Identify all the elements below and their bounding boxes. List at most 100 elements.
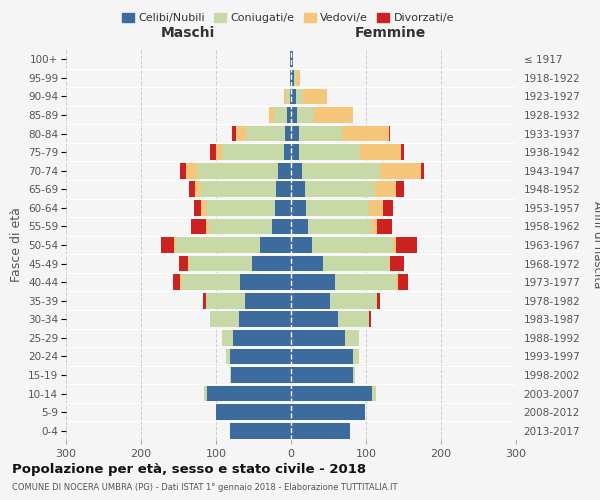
Bar [375, 182, 396, 197]
Bar [291, 256, 323, 272]
Bar [396, 274, 398, 290]
Bar [189, 182, 195, 197]
Text: COMUNE DI NOCERA UMBRA (PG) - Dati ISTAT 1° gennaio 2018 - Elaborazione TUTTITAL: COMUNE DI NOCERA UMBRA (PG) - Dati ISTAT… [12, 484, 398, 492]
Y-axis label: Fasce di età: Fasce di età [10, 208, 23, 282]
Bar [274, 107, 287, 123]
Bar [290, 52, 291, 67]
Bar [260, 237, 291, 253]
Bar [291, 88, 296, 104]
Bar [290, 70, 291, 86]
Text: Popolazione per età, sesso e stato civile - 2018: Popolazione per età, sesso e stato civil… [12, 462, 366, 475]
Bar [252, 256, 291, 272]
Bar [176, 237, 260, 253]
Bar [389, 126, 390, 142]
Bar [287, 107, 291, 123]
Bar [299, 144, 360, 160]
Bar [377, 293, 380, 308]
Bar [222, 144, 284, 160]
Bar [187, 256, 189, 272]
Bar [353, 367, 355, 383]
Bar [291, 182, 305, 197]
Bar [371, 218, 377, 234]
Bar [191, 218, 206, 234]
Bar [246, 126, 285, 142]
Y-axis label: Anni di nascita: Anni di nascita [592, 202, 600, 288]
Bar [296, 70, 300, 86]
Bar [369, 200, 383, 216]
Bar [294, 70, 296, 86]
Bar [323, 256, 389, 272]
Bar [290, 88, 291, 104]
Bar [393, 237, 396, 253]
Bar [180, 163, 186, 178]
Bar [209, 218, 272, 234]
Bar [272, 218, 291, 234]
Text: Maschi: Maschi [160, 26, 215, 40]
Bar [383, 200, 393, 216]
Bar [291, 237, 312, 253]
Bar [291, 163, 302, 178]
Bar [203, 293, 205, 308]
Bar [193, 200, 201, 216]
Bar [275, 200, 291, 216]
Bar [277, 163, 291, 178]
Bar [285, 126, 291, 142]
Bar [269, 107, 274, 123]
Bar [204, 386, 207, 402]
Bar [330, 293, 377, 308]
Bar [291, 218, 308, 234]
Bar [305, 182, 375, 197]
Bar [302, 163, 380, 178]
Bar [276, 182, 291, 197]
Bar [306, 200, 369, 216]
Bar [291, 144, 299, 160]
Bar [205, 293, 245, 308]
Bar [297, 107, 314, 123]
Bar [186, 163, 197, 178]
Bar [353, 348, 359, 364]
Bar [312, 237, 393, 253]
Bar [210, 312, 239, 327]
Bar [173, 274, 180, 290]
Bar [229, 367, 231, 383]
Bar [182, 274, 240, 290]
Bar [291, 367, 353, 383]
Bar [201, 182, 276, 197]
Bar [337, 312, 369, 327]
Bar [291, 126, 299, 142]
Bar [389, 256, 390, 272]
Bar [195, 182, 201, 197]
Legend: Celibi/Nubili, Coniugati/e, Vedovi/e, Divorzati/e: Celibi/Nubili, Coniugati/e, Vedovi/e, Di… [118, 8, 458, 28]
Bar [380, 163, 421, 178]
Bar [207, 386, 291, 402]
Bar [314, 107, 353, 123]
Bar [222, 330, 233, 346]
Bar [377, 218, 392, 234]
Bar [231, 367, 291, 383]
Bar [206, 218, 209, 234]
Bar [291, 386, 372, 402]
Bar [226, 348, 229, 364]
Bar [205, 200, 275, 216]
Bar [180, 274, 182, 290]
Bar [284, 144, 291, 160]
Bar [291, 200, 306, 216]
Bar [229, 348, 291, 364]
Bar [421, 163, 424, 178]
Bar [245, 293, 291, 308]
Bar [291, 293, 330, 308]
Bar [201, 200, 205, 216]
Bar [369, 312, 371, 327]
Bar [291, 107, 297, 123]
Bar [291, 348, 353, 364]
Bar [229, 423, 291, 438]
Bar [291, 70, 294, 86]
Bar [216, 404, 291, 420]
Bar [396, 182, 404, 197]
Bar [299, 126, 342, 142]
Bar [390, 256, 404, 272]
Bar [233, 330, 291, 346]
Bar [372, 386, 376, 402]
Bar [239, 312, 291, 327]
Bar [240, 274, 291, 290]
